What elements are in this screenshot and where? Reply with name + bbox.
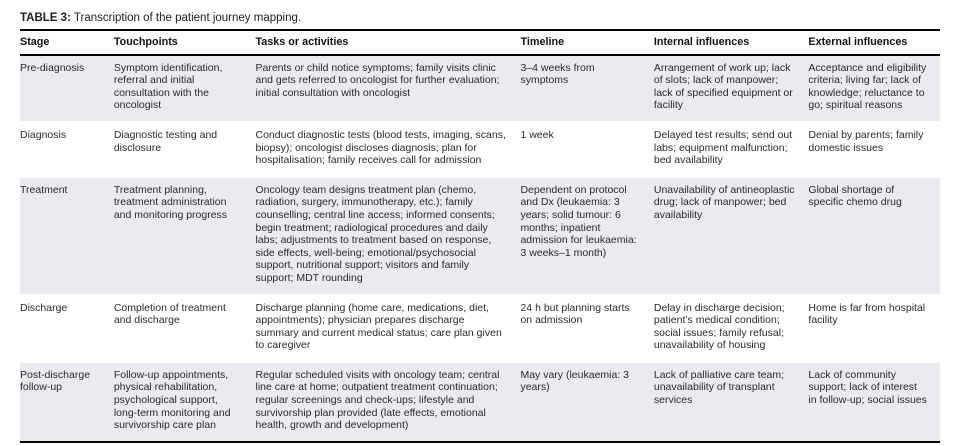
external-influences-cell: Global shortage of specific chemo drug — [808, 175, 940, 295]
stage-cell: Pre-diagnosis — [20, 53, 114, 122]
timeline-cell: May vary (leukaemia: 3 years) — [520, 360, 654, 443]
touchpoints-cell: Diagnostic testing and disclosure — [113, 120, 256, 177]
column-header-touchpoints: Touchpoints — [113, 31, 256, 56]
external-influences-cell: Home is far from hospital facility — [808, 293, 940, 362]
touchpoints-cell: Follow-up appointments, physical rehabil… — [113, 360, 256, 443]
column-header-internal: Internal influences — [653, 31, 809, 56]
column-header-timeline: Timeline — [520, 31, 654, 56]
header-row: Stage Touchpoints Tasks or activities Ti… — [20, 31, 940, 56]
table-row-post-discharge-follow-up: Post-discharge follow-up Follow-up appoi… — [20, 360, 940, 443]
tasks-cell: Oncology team designs treatment plan (ch… — [255, 175, 521, 295]
table-row-discharge: Discharge Completion of treatment and di… — [20, 293, 940, 362]
patient-journey-table: Stage Touchpoints Tasks or activities Ti… — [20, 31, 940, 443]
internal-influences-cell: Arrangement of work up; lack of slots; l… — [653, 53, 809, 122]
internal-influences-cell: Delay in discharge decision; patient’s m… — [653, 293, 809, 362]
column-header-external: External influences — [808, 31, 940, 56]
stage-cell: Post-discharge follow-up — [20, 360, 114, 443]
table-body: Pre-diagnosis Symptom identification, re… — [20, 53, 940, 443]
timeline-cell: 24 h but planning starts on admission — [520, 293, 654, 362]
table-number-label: TABLE 3: — [20, 12, 71, 24]
touchpoints-cell: Symptom identification, referral and ini… — [113, 53, 256, 122]
column-header-stage: Stage — [20, 31, 114, 56]
tasks-cell: Discharge planning (home care, medicatio… — [255, 293, 521, 362]
table-row-treatment: Treatment Treatment planning, treatment … — [20, 175, 940, 295]
tasks-cell: Conduct diagnostic tests (blood tests, i… — [255, 120, 521, 177]
table-header: Stage Touchpoints Tasks or activities Ti… — [20, 31, 940, 56]
tasks-cell: Regular scheduled visits with oncology t… — [255, 360, 521, 443]
column-header-tasks: Tasks or activities — [255, 31, 521, 56]
internal-influences-cell: Delayed test results; send out labs; equ… — [653, 120, 809, 177]
internal-influences-cell: Lack of palliative care team; unavailabi… — [653, 360, 809, 443]
timeline-cell: Dependent on protocol and Dx (leukaemia:… — [520, 175, 654, 295]
stage-cell: Diagnosis — [20, 120, 114, 177]
paper-table-region: TABLE 3: Transcription of the patient jo… — [20, 11, 940, 443]
table-row-diagnosis: Diagnosis Diagnostic testing and disclos… — [20, 120, 940, 177]
external-influences-cell: Denial by parents; family domestic issue… — [808, 120, 940, 177]
stage-cell: Discharge — [20, 293, 114, 362]
external-influences-cell: Lack of community support; lack of inter… — [808, 360, 940, 443]
timeline-cell: 1 week — [520, 120, 654, 177]
table-caption: TABLE 3: Transcription of the patient jo… — [20, 11, 940, 31]
stage-cell: Treatment — [20, 175, 114, 295]
external-influences-cell: Acceptance and eligibility criteria; liv… — [808, 53, 940, 122]
table-caption-text: Transcription of the patient journey map… — [73, 12, 302, 24]
internal-influences-cell: Unavailability of antineoplastic drug; l… — [653, 175, 809, 295]
tasks-cell: Parents or child notice symptoms; family… — [255, 53, 521, 122]
touchpoints-cell: Treatment planning, treatment administra… — [113, 175, 256, 295]
table-row-pre-diagnosis: Pre-diagnosis Symptom identification, re… — [20, 53, 940, 122]
timeline-cell: 3–4 weeks from symptoms — [520, 53, 654, 122]
touchpoints-cell: Completion of treatment and discharge — [113, 293, 256, 362]
